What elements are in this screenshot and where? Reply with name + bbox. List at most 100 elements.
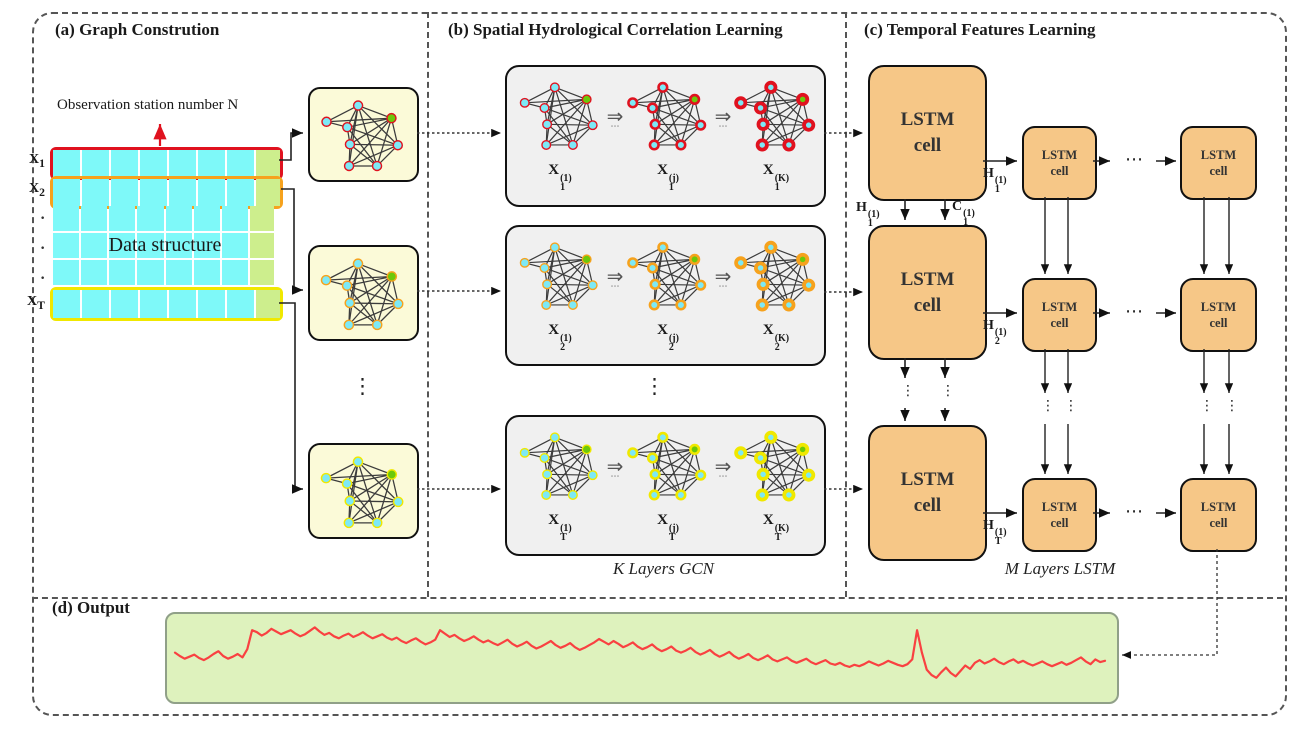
lstm-cell-large-1: LSTM cell xyxy=(868,65,987,201)
lstm-caption: M Layers LSTM xyxy=(1004,559,1116,578)
lstm-cell-large-2: LSTM cell xyxy=(868,225,987,360)
vertical-ellipsis: ⋮ xyxy=(352,374,373,398)
label-c1-down: C (1) 1 xyxy=(952,199,975,229)
graph-network xyxy=(627,241,707,311)
matrix-row-x2 xyxy=(50,176,283,209)
graph-network xyxy=(519,82,598,150)
panel-b-title: (b) Spatial Hydrological Correlation Lea… xyxy=(448,20,783,39)
matrix-cell xyxy=(198,150,225,177)
matrix-cell xyxy=(53,179,80,206)
matrix-cell xyxy=(137,206,164,231)
matrix-cell xyxy=(53,206,80,231)
gcn-graph-label: X (j) 2 xyxy=(657,322,679,353)
graph-network xyxy=(320,258,404,331)
matrix-cell xyxy=(82,179,109,206)
label-h1-down: H (1) 1 xyxy=(856,200,880,230)
horizontal-ellipsis: ⋯ xyxy=(1125,149,1143,170)
divider-a-b xyxy=(427,12,429,597)
graph-network xyxy=(320,456,404,529)
gcn-graph-label: X (1) T xyxy=(548,512,572,543)
lstm-cell-small-r2c3: LSTM cell xyxy=(1180,278,1257,352)
matrix-cell xyxy=(227,150,254,177)
lstm-cell-small-r2c2: LSTM cell xyxy=(1022,278,1097,352)
label-h2-out: H (1) 2 xyxy=(983,318,1007,348)
vertical-ellipsis: ⋮ xyxy=(901,383,915,399)
matrix-row-xt xyxy=(50,287,283,321)
matrix-cell xyxy=(81,233,108,258)
vertical-ellipsis: ⋮ xyxy=(1041,398,1055,414)
matrix-cell xyxy=(82,150,109,177)
graph-network xyxy=(734,240,816,312)
matrix-cell xyxy=(109,260,136,285)
matrix-cell xyxy=(169,150,196,177)
gcn-graph-label: X (K) 2 xyxy=(762,322,790,353)
lstm-cell-small-r3c2: LSTM cell xyxy=(1022,478,1097,552)
matrix-cell xyxy=(221,233,248,258)
matrix-cell xyxy=(53,233,80,258)
graph-network xyxy=(519,432,598,500)
matrix-cell xyxy=(169,290,196,318)
matrix-cell xyxy=(137,233,164,258)
vertical-ellipsis: ⋮ xyxy=(1064,398,1078,414)
matrix-cell xyxy=(165,233,192,258)
matrix-cell xyxy=(198,290,225,318)
row-dot: · xyxy=(40,270,46,287)
matrix-row-label-x2: X2 xyxy=(29,181,45,199)
matrix-cell xyxy=(111,179,138,206)
matrix-row xyxy=(53,260,274,285)
gcn-caption: K Layers GCN xyxy=(612,559,715,578)
graph-network xyxy=(734,430,816,502)
row-dot: · xyxy=(40,210,46,227)
vertical-ellipsis: ⋮ xyxy=(1200,398,1214,414)
graph-thumbnail-1 xyxy=(308,87,419,182)
observation-annotation: Observation station number N xyxy=(57,97,239,113)
matrix-cell xyxy=(193,206,220,231)
stage-arrow-icon: ⇒ ⋯ xyxy=(714,104,732,132)
gcn-box-row1: ⇒ ⋯ ⇒ ⋯ X (1) 1 X (j) 1 X (K) 1 xyxy=(505,65,826,207)
lstm-cell-large-3: LSTM cell xyxy=(868,425,987,561)
stage-arrow-icon: ⇒ ⋯ xyxy=(606,264,624,292)
stage-arrow-icon: ⇒ ⋯ xyxy=(606,104,624,132)
matrix-cell xyxy=(221,260,248,285)
matrix-cell xyxy=(111,150,138,177)
graph-network xyxy=(627,81,707,151)
gcn-box-row2: ⇒ ⋯ ⇒ ⋯ X (1) 2 X (j) 2 X (K) 2 xyxy=(505,225,826,366)
matrix-cell xyxy=(249,233,274,258)
matrix-label: Data structure xyxy=(108,234,222,256)
panel-c-title: (c) Temporal Features Learning xyxy=(864,20,1096,39)
matrix-cell xyxy=(109,233,136,258)
matrix-cell xyxy=(249,260,274,285)
matrix-cell xyxy=(82,290,109,318)
outer-dashed-border xyxy=(32,12,1287,716)
divider-output xyxy=(32,597,1283,599)
row-dot: · xyxy=(40,240,46,257)
matrix-row-label-xt: XT xyxy=(27,294,45,312)
panel-a-title: (a) Graph Constrution xyxy=(55,20,220,39)
graph-network xyxy=(734,80,816,152)
gcn-box-row3: ⇒ ⋯ ⇒ ⋯ X (1) T X (j) T X (K) T xyxy=(505,415,826,556)
panel-d-title: (d) Output xyxy=(52,598,130,617)
gcn-graph-label: X (1) 2 xyxy=(548,322,572,353)
matrix-cell xyxy=(256,150,280,177)
horizontal-ellipsis: ⋯ xyxy=(1125,301,1143,322)
matrix-cell xyxy=(53,290,80,318)
matrix-cell xyxy=(165,260,192,285)
matrix-cell xyxy=(53,150,80,177)
lstm-cell-small-r1c3: LSTM cell xyxy=(1180,126,1257,200)
matrix-cell xyxy=(111,290,138,318)
matrix-cell xyxy=(140,290,167,318)
graph-network xyxy=(627,431,707,501)
matrix-cell xyxy=(109,206,136,231)
stage-arrow-icon: ⇒ ⋯ xyxy=(606,454,624,482)
lstm-cell-small-r3c3: LSTM cell xyxy=(1180,478,1257,552)
divider-b-c xyxy=(845,12,847,597)
gcn-graph-label: X (j) T xyxy=(657,512,679,543)
matrix-cell xyxy=(81,260,108,285)
matrix-cell xyxy=(165,206,192,231)
gcn-graph-label: X (j) 1 xyxy=(657,162,679,193)
matrix-cell xyxy=(193,233,220,258)
label-ht-out: H (1) T xyxy=(983,518,1007,548)
graph-thumbnail-3 xyxy=(308,443,419,539)
graph-network xyxy=(321,100,404,172)
